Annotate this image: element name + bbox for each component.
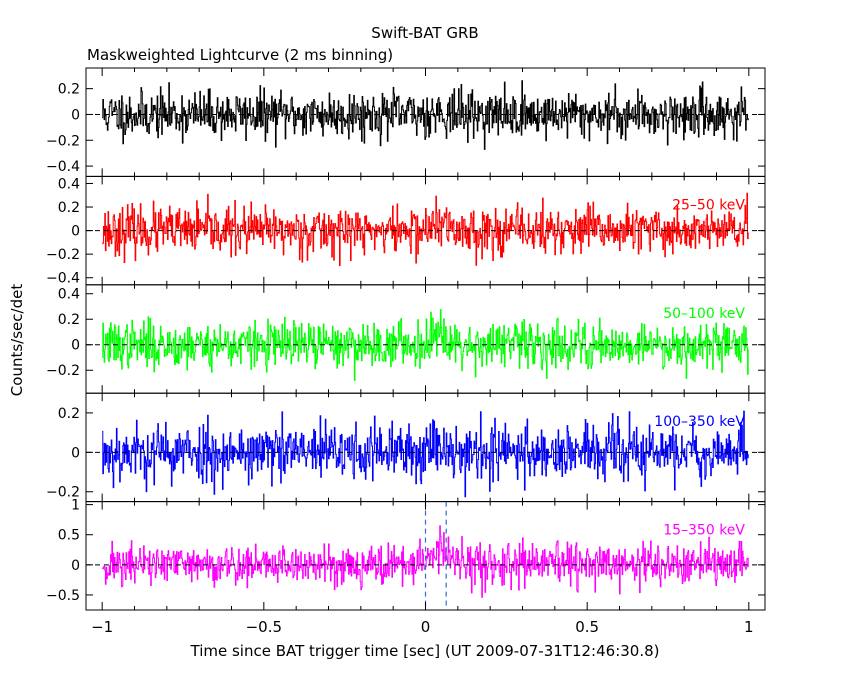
y-tick-label-3-3: 0 — [71, 338, 80, 354]
series-line-3 — [102, 309, 749, 381]
panel-2: 0.4 0.2 0 −0.2 −0.4 25–50 keV — [46, 175, 766, 287]
band-label-4: 100–350 keV — [654, 414, 745, 430]
y-tick-label-1-3: −0.2 — [46, 133, 80, 149]
band-label-5: 15–350 keV — [663, 523, 745, 539]
y-tick-label-5-1: 1 — [71, 498, 80, 514]
band-label-3: 50–100 keV — [663, 306, 745, 322]
y-tick-label-2-4: −0.2 — [46, 247, 80, 263]
x-tick-label-4: 0.5 — [575, 618, 599, 636]
chart-title: Swift-BAT GRB — [371, 24, 478, 42]
x-axis-label: Time since BAT trigger time [sec] (UT 20… — [190, 642, 660, 660]
y-tick-label-2-5: −0.4 — [46, 271, 80, 287]
y-tick-label-5-2: 0.5 — [58, 528, 80, 544]
y-axis-label: Counts/sec/det — [8, 284, 26, 397]
series-line-1 — [102, 80, 749, 150]
y-tick-label-5-3: 0 — [71, 558, 80, 574]
series-line-4 — [102, 410, 749, 498]
panel-4: 0.2 0 −0.2 100–350 keV — [46, 392, 766, 503]
x-tick-label-2: −0.5 — [246, 618, 282, 636]
y-tick-label-2-3: 0 — [71, 224, 80, 240]
y-tick-label-1-1: 0.2 — [58, 82, 80, 98]
y-tick-label-3-2: 0.2 — [58, 312, 80, 328]
band-label-2: 25–50 keV — [672, 197, 745, 213]
y-tick-label-1-4: −0.4 — [46, 159, 80, 175]
y-tick-label-4-3: −0.2 — [46, 485, 80, 501]
x-axis: −1 −0.5 0 0.5 1 — [91, 618, 754, 636]
y-tick-label-1-2: 0 — [71, 107, 80, 123]
panel-1: 0.2 0 −0.2 −0.4 — [46, 67, 766, 177]
y-tick-label-4-2: 0 — [71, 445, 80, 461]
series-line-2 — [102, 192, 749, 267]
panel-5: 1 0.5 0 −0.5 15–350 keV — [46, 498, 766, 611]
panels-group: 0.20−0.2−0.40.40.20−0.2−0.425–50 keV0.40… — [46, 67, 766, 611]
panel-3: 0.4 0.2 0 −0.2 50–100 keV — [46, 284, 766, 394]
x-tick-label-3: 0 — [421, 618, 431, 636]
x-tick-label-5: 1 — [744, 618, 754, 636]
x-tick-label-1: −1 — [91, 618, 113, 636]
chart-subtitle: Maskweighted Lightcurve (2 ms binning) — [87, 46, 393, 64]
y-tick-label-2-2: 0.2 — [58, 200, 80, 216]
y-tick-label-3-4: −0.2 — [46, 363, 80, 379]
y-tick-label-2-1: 0.4 — [58, 176, 80, 192]
y-tick-label-4-1: 0.2 — [58, 406, 80, 422]
y-tick-label-5-4: −0.5 — [46, 588, 80, 604]
y-tick-label-3-1: 0.4 — [58, 287, 80, 303]
